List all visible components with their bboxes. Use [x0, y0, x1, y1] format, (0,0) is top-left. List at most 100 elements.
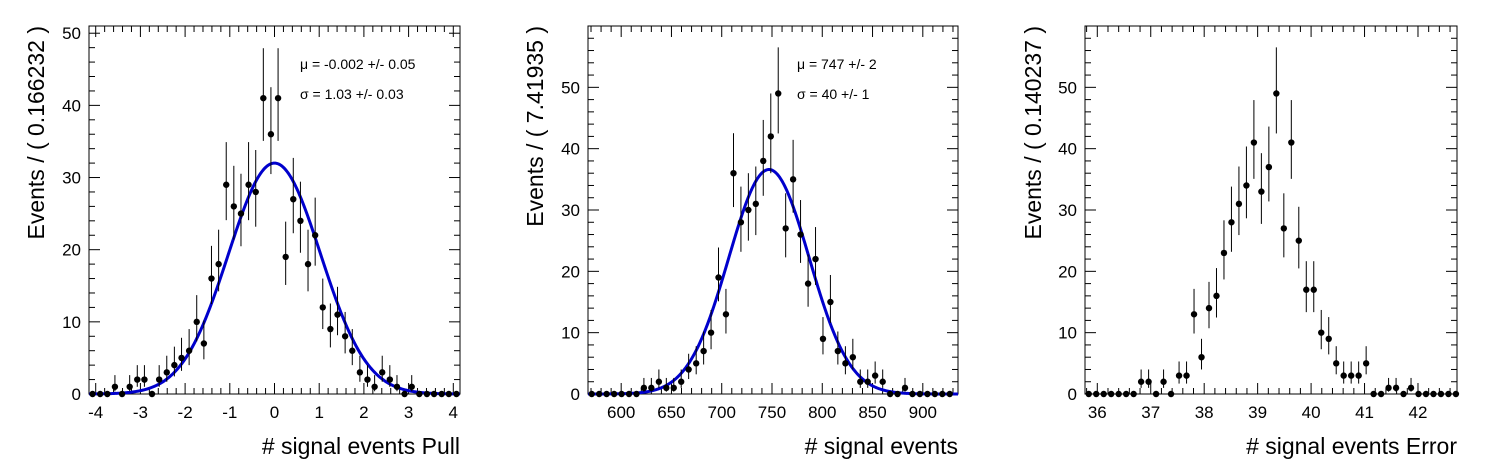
- data-point: [775, 90, 782, 97]
- data-point: [163, 369, 170, 376]
- data-point: [438, 390, 445, 398]
- data-point: [640, 384, 648, 392]
- data-point: [595, 390, 603, 398]
- fit-stat-label: μ = 747 +/- 2: [797, 56, 877, 72]
- fit-stat-label: σ = 1.03 +/- 0.03: [300, 86, 404, 102]
- x-tick-label: -4: [88, 403, 103, 422]
- data-point: [1370, 390, 1377, 398]
- data-point: [760, 157, 767, 165]
- data-point: [864, 378, 871, 385]
- data-point: [1198, 354, 1205, 361]
- data-point: [1437, 390, 1445, 398]
- data-point: [118, 390, 126, 398]
- data-point: [393, 383, 401, 390]
- data-point: [1190, 311, 1198, 318]
- data-point: [1265, 163, 1273, 171]
- data-point: [1333, 360, 1340, 367]
- data-point: [834, 347, 842, 355]
- data-point: [111, 383, 119, 390]
- data-point: [1175, 372, 1183, 379]
- x-tick-label: 650: [657, 403, 685, 422]
- x-tick-label: 4: [449, 403, 458, 422]
- data-point: [155, 376, 163, 383]
- data-point: [1318, 329, 1325, 336]
- y-tick-label: 0: [72, 385, 81, 404]
- data-point: [1228, 219, 1235, 226]
- data-point: [812, 255, 819, 263]
- y-tick-label: 40: [62, 96, 81, 115]
- x-axis-title: # signal events Error: [1246, 433, 1457, 459]
- data-point: [1258, 188, 1265, 195]
- data-point: [886, 390, 894, 398]
- y-tick-label: 50: [1058, 78, 1077, 97]
- data-point: [319, 304, 326, 311]
- data-point: [334, 311, 341, 318]
- data-point: [1325, 335, 1332, 342]
- data-point: [89, 390, 96, 398]
- data-point: [849, 354, 857, 361]
- data-point: [909, 390, 916, 398]
- data-point: [341, 333, 349, 340]
- x-tick-label: 39: [1248, 403, 1267, 422]
- data-point: [1303, 286, 1310, 293]
- data-point: [678, 378, 685, 385]
- data-point: [730, 170, 737, 177]
- plot-frame: [1084, 25, 1458, 395]
- data-point: [1107, 390, 1115, 398]
- data-point: [356, 369, 364, 376]
- y-tick-label: 30: [62, 169, 81, 188]
- data-point: [782, 225, 789, 232]
- data-point: [603, 390, 610, 398]
- data-point: [401, 390, 408, 398]
- x-tick-label: 37: [1141, 403, 1160, 422]
- x-tick-label: 850: [858, 403, 886, 422]
- chart-panel-2: 600 650 700 750 800 850 900 0 10 20 30 40 50 # signal…: [522, 25, 959, 459]
- data-point: [1183, 372, 1190, 379]
- data-point: [304, 260, 312, 268]
- data-point: [134, 376, 141, 383]
- data-point: [1362, 360, 1370, 367]
- data-point: [327, 325, 334, 333]
- y-tick-label: 20: [1058, 262, 1077, 281]
- data-point: [215, 260, 222, 268]
- x-axis-title: # signal events Pull: [262, 433, 460, 459]
- fit-curve: [89, 161, 460, 396]
- data-point: [1085, 390, 1092, 398]
- data-point: [1100, 390, 1107, 398]
- data-point: [1280, 225, 1288, 232]
- y-tick-label: 10: [62, 313, 81, 332]
- data-point: [408, 383, 415, 390]
- data-point: [1407, 384, 1415, 392]
- data-point: [894, 390, 901, 398]
- data-point: [1295, 237, 1302, 244]
- data-point: [1310, 286, 1317, 293]
- data-point: [797, 231, 804, 238]
- data-point: [804, 280, 812, 287]
- data-point: [1243, 182, 1250, 189]
- chart-panel-3: 36 37 38 39 40 41 42 0 10 20 30 40 50 # signal events…: [1020, 25, 1460, 459]
- y-tick-label: 20: [62, 241, 81, 260]
- data-point: [655, 378, 663, 385]
- x-tick-label: 40: [1302, 403, 1321, 422]
- data-point: [707, 329, 715, 336]
- data-point: [924, 390, 931, 398]
- data-point: [379, 369, 386, 376]
- data-point: [946, 390, 953, 398]
- data-point: [349, 347, 356, 354]
- data-point: [1167, 390, 1175, 398]
- data-point: [1347, 372, 1355, 379]
- data-point: [722, 311, 730, 318]
- x-tick-label: 42: [1409, 403, 1428, 422]
- data-point: [692, 360, 700, 367]
- data-point: [1385, 384, 1392, 392]
- data-point: [1400, 390, 1407, 398]
- data-point: [610, 390, 618, 398]
- data-point: [745, 206, 752, 214]
- data-point: [252, 188, 259, 196]
- data-point: [625, 390, 633, 398]
- data-point: [931, 390, 939, 398]
- data-point: [715, 274, 722, 281]
- y-tick-label: 20: [561, 262, 580, 281]
- data-point: [663, 384, 670, 392]
